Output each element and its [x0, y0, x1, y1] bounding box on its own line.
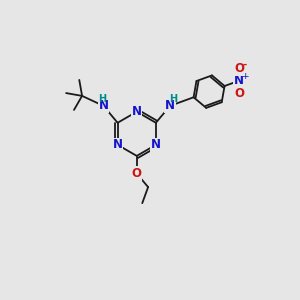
Text: N: N [165, 99, 175, 112]
Text: +: + [241, 72, 248, 81]
Text: N: N [234, 74, 244, 87]
Text: O: O [234, 62, 244, 75]
Text: N: N [132, 105, 142, 118]
Text: N: N [98, 99, 108, 112]
Text: N: N [112, 138, 123, 151]
Text: H: H [98, 94, 106, 104]
Text: O: O [132, 167, 142, 180]
Text: N: N [151, 138, 161, 151]
Text: H: H [169, 94, 177, 104]
Text: O: O [234, 87, 244, 100]
Text: -: - [242, 60, 246, 70]
